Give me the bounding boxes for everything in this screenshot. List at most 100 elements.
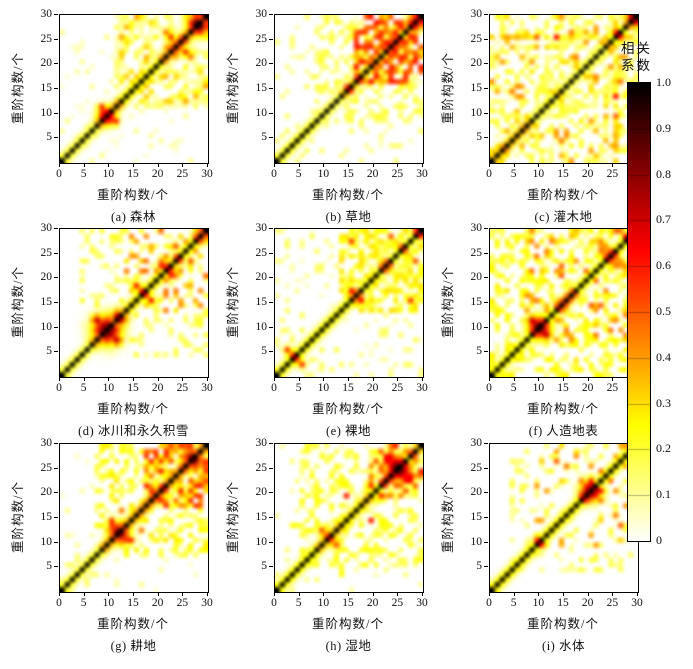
x-tick-label: 5 bbox=[295, 382, 302, 394]
x-tick-label: 30 bbox=[201, 382, 213, 394]
x-tick-label: 25 bbox=[391, 168, 404, 180]
subplot-caption-c: (c) 灌木地 bbox=[534, 210, 593, 224]
heatmap-canvas-i bbox=[489, 443, 639, 593]
y-tick-label: 20 bbox=[40, 271, 53, 284]
y-axis-label: 重阶构数/个 bbox=[441, 266, 455, 338]
colorbar-title-line1: 相关 bbox=[621, 41, 652, 56]
y-tick-label: 10 bbox=[40, 320, 53, 333]
x-tickmark bbox=[157, 592, 159, 596]
x-tickmark bbox=[489, 163, 490, 167]
x-tickmark bbox=[372, 377, 374, 381]
colorbar-tick-label: 0.1 bbox=[656, 487, 671, 502]
y-tickmark bbox=[484, 443, 488, 444]
y-tick-label: 5 bbox=[476, 345, 482, 358]
heatmap-canvas-c bbox=[489, 14, 639, 164]
y-tickmark bbox=[269, 14, 273, 15]
y-tickmark bbox=[484, 88, 488, 89]
x-tick-label: 5 bbox=[510, 168, 517, 180]
y-tickmark bbox=[484, 566, 488, 568]
y-tickmark bbox=[269, 541, 273, 543]
y-tick-label: 30 bbox=[255, 222, 268, 234]
x-tick-label: 10 bbox=[532, 168, 545, 180]
colorbar-tick-label: 0 bbox=[656, 533, 662, 547]
x-tick-label: 25 bbox=[606, 382, 619, 394]
x-tick-label: 5 bbox=[510, 597, 517, 609]
y-axis-label: 重阶构数/个 bbox=[11, 52, 25, 124]
x-tick-label: 5 bbox=[295, 168, 302, 180]
x-tickmark bbox=[323, 377, 325, 381]
y-tickmark bbox=[54, 277, 58, 279]
heatmap-canvas-d bbox=[59, 228, 209, 378]
x-tickmark bbox=[538, 377, 540, 381]
y-tick-label: 30 bbox=[470, 222, 483, 234]
y-tickmark bbox=[484, 14, 488, 15]
y-tickmark bbox=[269, 228, 273, 229]
colorbar-tick-label: 0.4 bbox=[656, 349, 671, 364]
y-tickmark bbox=[269, 137, 273, 139]
x-tick-label: 10 bbox=[102, 168, 115, 180]
y-tickmark bbox=[484, 112, 488, 114]
x-tick-label: 10 bbox=[102, 597, 115, 609]
x-axis-label: 重阶构数/个 bbox=[527, 188, 599, 202]
x-tick-label: 20 bbox=[151, 168, 164, 180]
y-tick-label: 25 bbox=[470, 32, 483, 45]
y-tick-label: 10 bbox=[40, 535, 53, 548]
y-tick-label: 10 bbox=[470, 535, 483, 548]
x-axis-label: 重阶构数/个 bbox=[312, 402, 384, 416]
x-tickmark bbox=[182, 592, 184, 596]
y-tickmark bbox=[54, 566, 58, 568]
x-tick-label: 15 bbox=[127, 597, 139, 609]
x-tickmark bbox=[207, 377, 208, 381]
x-tickmark bbox=[397, 163, 399, 167]
y-tick-label: 25 bbox=[40, 32, 53, 45]
y-tickmark bbox=[484, 541, 488, 543]
subplot-caption-h: (h) 湿地 bbox=[325, 639, 372, 653]
x-tickmark bbox=[59, 592, 60, 596]
y-tickmark bbox=[484, 517, 488, 518]
y-tickmark bbox=[54, 302, 58, 303]
y-tickmark bbox=[54, 467, 58, 469]
x-tick-label: 20 bbox=[366, 597, 379, 609]
x-tickmark bbox=[182, 163, 184, 167]
x-tick-label: 0 bbox=[56, 597, 62, 609]
y-tick-label: 5 bbox=[261, 345, 267, 358]
x-tickmark bbox=[563, 592, 564, 596]
x-tick-label: 0 bbox=[271, 597, 277, 609]
y-tick-label: 15 bbox=[40, 82, 53, 94]
y-tickmark bbox=[269, 566, 273, 568]
x-tick-label: 0 bbox=[486, 168, 492, 180]
y-tick-label: 15 bbox=[470, 511, 483, 523]
x-tick-label: 20 bbox=[581, 168, 594, 180]
y-tick-label: 20 bbox=[470, 486, 483, 499]
y-tickmark bbox=[484, 277, 488, 279]
x-tickmark bbox=[587, 592, 589, 596]
x-tick-label: 30 bbox=[416, 168, 428, 180]
y-tickmark bbox=[54, 14, 58, 15]
x-tick-label: 5 bbox=[80, 168, 87, 180]
x-tick-label: 10 bbox=[102, 382, 115, 394]
x-tickmark bbox=[612, 377, 614, 381]
x-tick-label: 30 bbox=[201, 168, 213, 180]
y-tickmark bbox=[269, 351, 273, 353]
y-tickmark bbox=[269, 467, 273, 469]
y-tickmark bbox=[54, 443, 58, 444]
y-tick-label: 20 bbox=[255, 271, 268, 284]
y-tickmark bbox=[484, 252, 488, 254]
x-tick-label: 15 bbox=[342, 168, 354, 180]
x-tickmark bbox=[274, 163, 275, 167]
y-tick-label: 15 bbox=[255, 511, 268, 523]
y-tick-label: 15 bbox=[470, 82, 483, 94]
x-tick-label: 5 bbox=[295, 597, 302, 609]
heatmap-canvas-b bbox=[274, 14, 424, 164]
y-tickmark bbox=[54, 492, 58, 494]
colorbar-tick-label: 0.9 bbox=[656, 120, 671, 135]
y-tickmark bbox=[269, 63, 273, 65]
subplot-caption-f: (f) 人造地表 bbox=[528, 424, 599, 438]
y-tick-label: 20 bbox=[470, 271, 483, 284]
x-tick-label: 25 bbox=[606, 597, 619, 609]
x-tickmark bbox=[513, 592, 515, 596]
y-tick-label: 5 bbox=[476, 131, 482, 144]
x-tick-label: 15 bbox=[557, 597, 569, 609]
x-tickmark bbox=[133, 592, 134, 596]
